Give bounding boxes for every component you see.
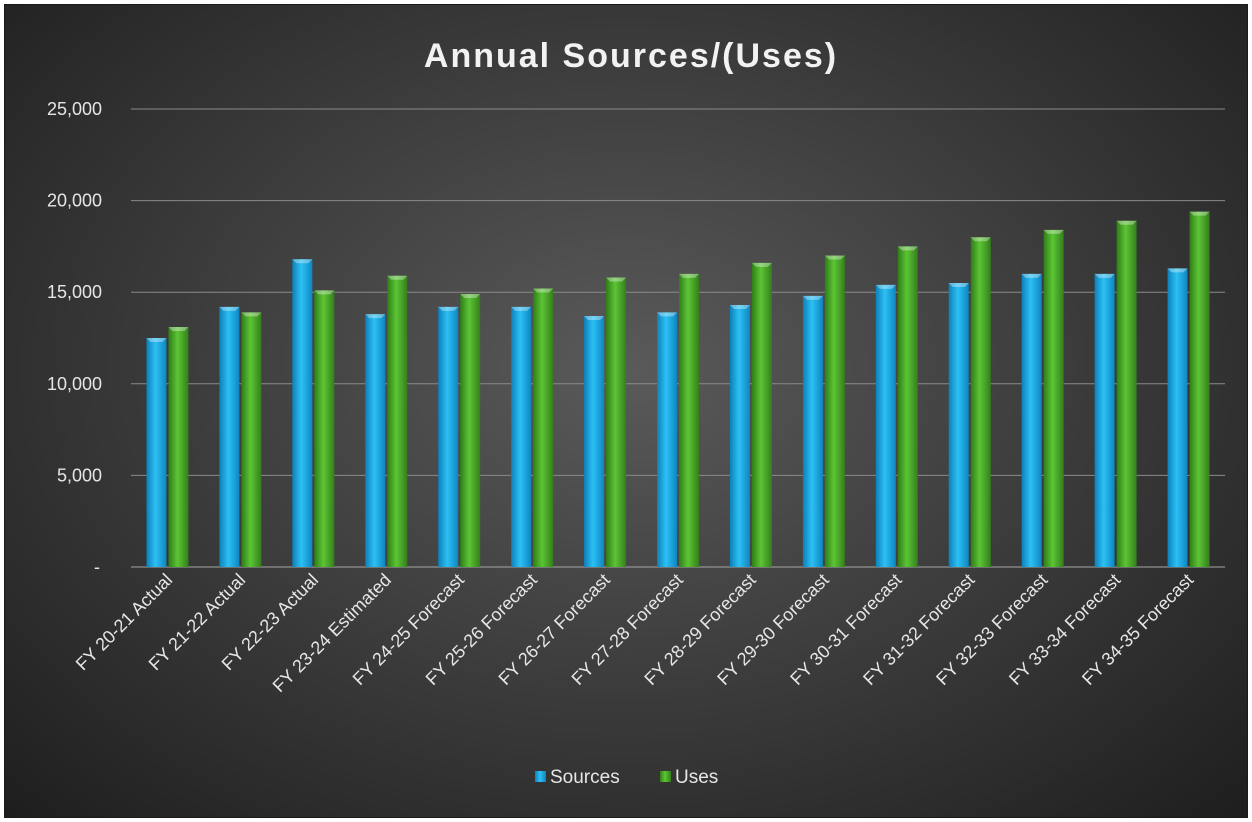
bar-sources bbox=[1094, 273, 1115, 567]
legend: Sources Uses bbox=[535, 767, 718, 788]
chart-frame: Annual Sources/(Uses) - 5,000 10,000 15,000… bbox=[4, 4, 1248, 818]
bar-uses bbox=[606, 277, 627, 567]
bar-uses bbox=[1043, 229, 1064, 568]
y-tick-label: 5,000 bbox=[57, 465, 102, 485]
bar-sources bbox=[292, 259, 313, 567]
bar-sources bbox=[438, 306, 459, 567]
y-tick-label: 25,000 bbox=[47, 99, 102, 119]
bar-sources bbox=[1021, 273, 1042, 567]
bar-uses bbox=[679, 273, 699, 567]
bar-sources bbox=[729, 305, 750, 567]
y-tick-label: - bbox=[94, 557, 100, 577]
bar-uses bbox=[970, 237, 991, 568]
bar-sources bbox=[584, 316, 605, 567]
bar-uses bbox=[460, 294, 481, 567]
bar-sources bbox=[219, 306, 240, 567]
bar-sources bbox=[875, 284, 896, 567]
bars bbox=[146, 211, 1210, 568]
bar-uses bbox=[314, 290, 335, 567]
y-tick-label: 10,000 bbox=[47, 374, 102, 394]
legend-swatch bbox=[535, 771, 546, 782]
bar-uses bbox=[533, 288, 554, 567]
bar-uses bbox=[897, 246, 918, 567]
y-tick-label: 20,000 bbox=[47, 191, 102, 211]
y-tick-label: 15,000 bbox=[47, 282, 102, 302]
bar-uses bbox=[1189, 211, 1210, 568]
legend-item-uses: Uses bbox=[660, 767, 718, 788]
bar-chart: Annual Sources/(Uses) - 5,000 10,000 15,000… bbox=[47, 37, 1225, 788]
legend-swatch bbox=[660, 771, 671, 782]
legend-item-sources: Sources bbox=[535, 767, 620, 788]
bar-uses bbox=[387, 275, 408, 567]
bar-sources bbox=[657, 312, 677, 567]
chart-title: Annual Sources/(Uses) bbox=[424, 37, 838, 75]
legend-label: Sources bbox=[550, 767, 620, 788]
bar-uses bbox=[168, 327, 189, 567]
bar-sources bbox=[802, 295, 823, 567]
x-tick-label: FY 23-24 Estimated bbox=[269, 570, 395, 696]
gridlines bbox=[131, 108, 1225, 568]
bar-sources bbox=[365, 314, 386, 567]
bar-uses bbox=[751, 262, 772, 567]
bar-sources bbox=[1167, 268, 1188, 567]
legend-label: Uses bbox=[675, 767, 718, 788]
bar-uses bbox=[824, 255, 845, 567]
bar-sources bbox=[948, 283, 969, 567]
bar-uses bbox=[241, 312, 262, 567]
bar-uses bbox=[1116, 220, 1137, 567]
bar-sources bbox=[511, 306, 532, 567]
y-axis-ticks: - 5,000 10,000 15,000 20,000 25,000 bbox=[47, 99, 102, 577]
bar-sources bbox=[146, 338, 167, 567]
